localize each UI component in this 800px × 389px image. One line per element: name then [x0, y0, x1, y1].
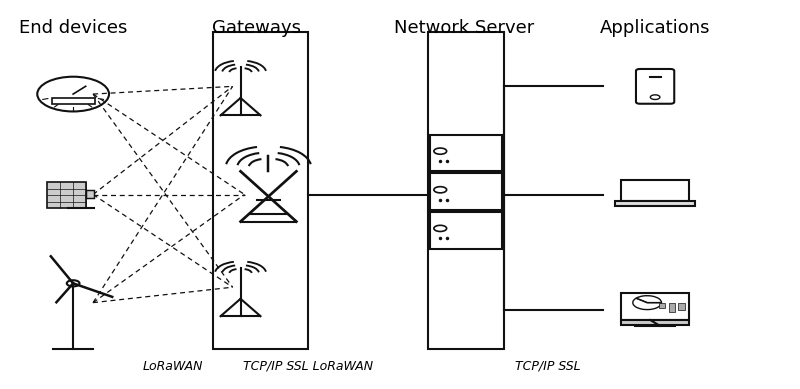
Text: LoRaWAN: LoRaWAN — [142, 360, 203, 373]
FancyBboxPatch shape — [622, 320, 689, 325]
FancyBboxPatch shape — [430, 173, 502, 210]
Bar — [678, 303, 685, 310]
Text: Network Server: Network Server — [394, 19, 534, 37]
Text: Applications: Applications — [600, 19, 710, 37]
Text: Gateways: Gateways — [212, 19, 301, 37]
Text: TCP/IP SSL LoRaWAN: TCP/IP SSL LoRaWAN — [243, 360, 374, 373]
Circle shape — [66, 280, 79, 286]
Bar — [86, 190, 94, 198]
Bar — [669, 303, 675, 312]
FancyBboxPatch shape — [636, 69, 674, 104]
FancyBboxPatch shape — [430, 212, 502, 249]
FancyBboxPatch shape — [52, 98, 94, 103]
Bar — [659, 303, 666, 308]
FancyBboxPatch shape — [615, 201, 695, 206]
FancyBboxPatch shape — [622, 180, 689, 201]
Text: TCP/IP SSL: TCP/IP SSL — [514, 360, 580, 373]
FancyBboxPatch shape — [430, 135, 502, 171]
Bar — [47, 182, 86, 209]
Text: End devices: End devices — [19, 19, 127, 37]
FancyBboxPatch shape — [622, 293, 689, 320]
